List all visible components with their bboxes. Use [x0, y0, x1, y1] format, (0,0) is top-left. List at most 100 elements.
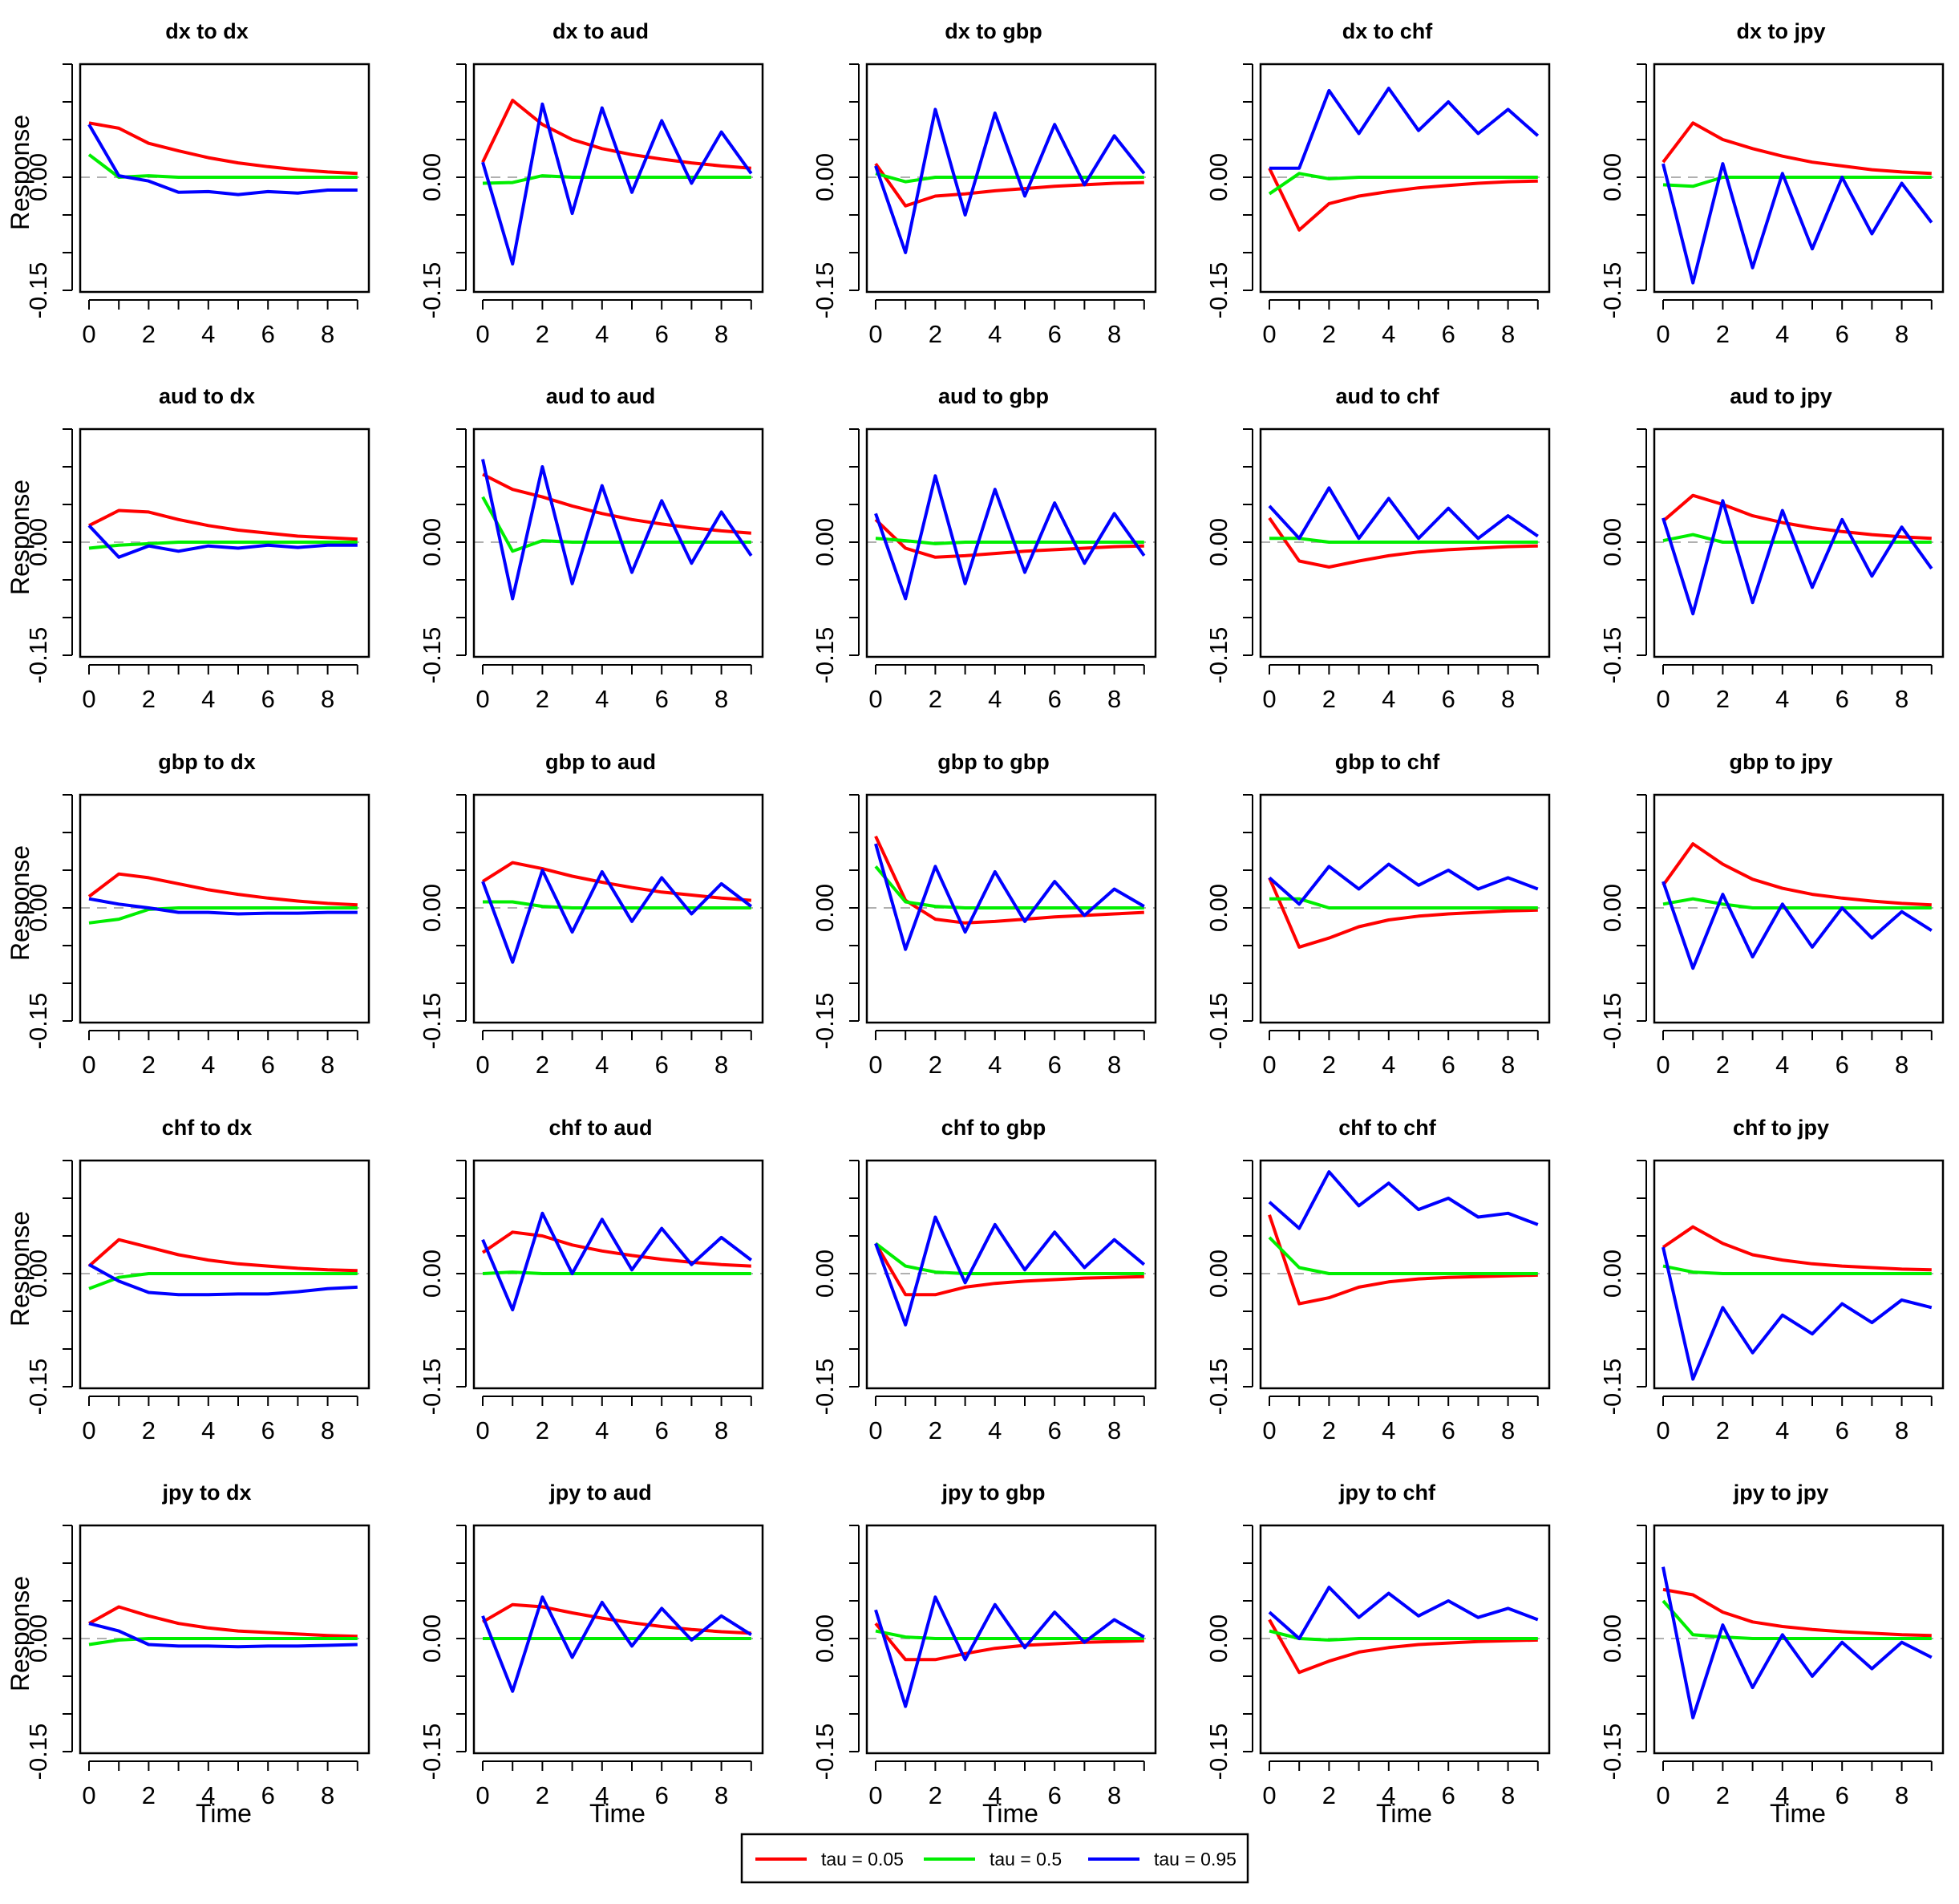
panel-title: dx to jpy [1736, 19, 1825, 43]
panel-frame [472, 1524, 764, 1755]
x-tick-label: 8 [1107, 320, 1121, 348]
panel-chf-to-dx: chf to dx -0.15 0.00 0 2 4 6 8 Response [6, 1116, 370, 1444]
legend-label: tau = 0.5 [990, 1849, 1062, 1870]
x-tick-label: 2 [929, 1781, 942, 1809]
x-tick-label: 8 [714, 1416, 728, 1444]
series-line-tau-0-95 [1268, 862, 1539, 906]
series-group [874, 1215, 1146, 1327]
x-tick-label: 4 [201, 320, 215, 348]
x-tick-label: 6 [1442, 320, 1455, 348]
series-line-tau-0-5 [87, 153, 358, 179]
y-tick-label: -0.15 [24, 262, 52, 319]
series-line-tau-0-05 [87, 1238, 358, 1273]
x-tick-label: 4 [1775, 685, 1789, 713]
series-line-tau-0-95 [481, 1595, 752, 1693]
y-tick-label: 0.00 [1598, 153, 1626, 201]
y-tick-label: -0.15 [24, 627, 52, 684]
x-tick-label: 6 [655, 1781, 669, 1809]
series-line-tau-0-05 [874, 835, 1144, 925]
panel-title: jpy to aud [548, 1481, 652, 1505]
x-tick-label: 4 [988, 320, 1002, 348]
panel-frame [1259, 793, 1551, 1024]
series-group [874, 474, 1146, 601]
series-line-tau-0-95 [87, 124, 358, 196]
panel-title: gbp to aud [545, 750, 656, 774]
x-tick-label: 0 [868, 1051, 882, 1079]
panel-aud-to-dx: aud to dx -0.15 0.00 0 2 4 6 8 Response [6, 384, 370, 713]
x-tick-label: 8 [321, 1416, 334, 1444]
series-line-tau-0-95 [88, 897, 358, 916]
panel-title: jpy to jpy [1733, 1481, 1829, 1505]
x-tick-label: 4 [988, 1051, 1002, 1079]
series-group [874, 1595, 1145, 1708]
panel-title: jpy to gbp [941, 1481, 1046, 1505]
x-tick-label: 6 [1442, 1781, 1455, 1809]
series-group [87, 1238, 358, 1297]
x-tick-label: 4 [201, 1416, 215, 1444]
y-tick-label: -0.15 [1204, 993, 1232, 1050]
panel-gbp-to-chf: gbp to chf -0.15 0.00 0 2 4 6 8 [1204, 750, 1551, 1079]
x-tick-label: 6 [1442, 1416, 1455, 1444]
x-tick-label: 4 [1775, 320, 1789, 348]
x-tick-label: 8 [1895, 320, 1908, 348]
x-tick-label: 8 [1107, 1781, 1121, 1809]
panel-title: chf to dx [162, 1116, 253, 1140]
series-group [1662, 1225, 1933, 1381]
panel-jpy-to-dx: jpy to dx -0.15 0.00 0 2 4 6 8 Response Time [6, 1481, 370, 1828]
series-line-tau-0-5 [88, 1272, 358, 1290]
panel-frame [472, 1159, 764, 1390]
x-tick-label: 4 [595, 1416, 609, 1444]
y-tick-label: 0.00 [418, 153, 446, 201]
x-tick-label: 0 [1262, 1781, 1276, 1809]
x-tick-label: 6 [1836, 685, 1849, 713]
x-tick-label: 4 [1382, 1416, 1395, 1444]
series-line-tau-0-05 [874, 1622, 1144, 1662]
legend-label: tau = 0.05 [821, 1849, 904, 1870]
x-tick-label: 2 [929, 1416, 942, 1444]
y-tick-label: 0.00 [24, 884, 52, 932]
series-line-tau-0-05 [88, 508, 358, 541]
panel-frame [79, 427, 370, 658]
series-line-tau-0-5 [1662, 1264, 1932, 1275]
x-tick-label: 2 [1322, 320, 1336, 348]
x-tick-label: 0 [476, 320, 489, 348]
y-tick-label: 0.00 [24, 1250, 52, 1298]
y-tick-label: 0.00 [24, 153, 52, 201]
y-tick-label: 0.00 [418, 518, 446, 566]
series-line-tau-0-05 [1268, 167, 1538, 232]
series-group [1662, 121, 1933, 285]
x-tick-label: 0 [1262, 685, 1276, 713]
x-tick-label: 2 [1322, 1781, 1336, 1809]
panel-aud-to-chf: aud to chf -0.15 0.00 0 2 4 6 8 [1204, 384, 1551, 713]
x-tick-label: 2 [536, 320, 549, 348]
series-line-tau-0-05 [1662, 121, 1932, 176]
x-tick-label: 6 [1048, 1416, 1062, 1444]
y-tick-label: 0.00 [1204, 884, 1232, 932]
y-tick-label: 0.00 [1598, 1614, 1626, 1663]
series-line-tau-0-5 [1269, 897, 1538, 909]
series-group [87, 508, 358, 559]
series-line-tau-0-05 [1268, 1618, 1538, 1675]
panel-title: jpy to chf [1338, 1481, 1436, 1505]
panel-title: aud to dx [159, 384, 255, 408]
series-line-tau-0-05 [1662, 1587, 1932, 1638]
panel-jpy-to-chf: jpy to chf -0.15 0.00 0 2 4 6 8 Time [1204, 1481, 1551, 1828]
x-tick-label: 0 [1262, 1416, 1276, 1444]
x-tick-label: 8 [1895, 1416, 1908, 1444]
y-tick-label: 0.00 [1204, 1614, 1232, 1663]
x-axis-label: Time [1770, 1799, 1826, 1828]
panel-frame [79, 1159, 370, 1390]
y-tick-label: -0.15 [418, 993, 446, 1050]
x-tick-label: 6 [261, 320, 275, 348]
panel-frame [1653, 63, 1945, 294]
x-tick-label: 2 [536, 1416, 549, 1444]
x-tick-label: 4 [988, 1781, 1002, 1809]
series-line-tau-0-05 [1268, 1214, 1538, 1306]
panel-frame [865, 793, 1157, 1024]
panel-title: aud to gbp [938, 384, 1049, 408]
x-tick-label: 2 [929, 1051, 942, 1079]
panel-title: chf to gbp [941, 1116, 1046, 1140]
series-line-tau-0-5 [482, 1270, 751, 1275]
y-tick-label: -0.15 [1204, 627, 1232, 684]
